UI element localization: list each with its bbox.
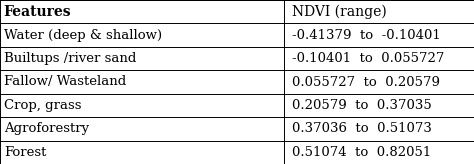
Text: Fallow/ Wasteland: Fallow/ Wasteland [4, 75, 126, 89]
Text: Features: Features [4, 5, 72, 19]
Text: Water (deep & shallow): Water (deep & shallow) [4, 29, 162, 42]
Text: -0.10401  to  0.055727: -0.10401 to 0.055727 [292, 52, 444, 65]
Text: Crop, grass: Crop, grass [4, 99, 82, 112]
Text: Forest: Forest [4, 146, 46, 159]
Text: 0.20579  to  0.37035: 0.20579 to 0.37035 [292, 99, 431, 112]
Text: -0.41379  to  -0.10401: -0.41379 to -0.10401 [292, 29, 440, 42]
Text: 0.055727  to  0.20579: 0.055727 to 0.20579 [292, 75, 439, 89]
Text: Agroforestry: Agroforestry [4, 122, 89, 135]
Text: 0.51074  to  0.82051: 0.51074 to 0.82051 [292, 146, 431, 159]
Text: NDVI (range): NDVI (range) [292, 5, 386, 19]
Text: Builtups /river sand: Builtups /river sand [4, 52, 136, 65]
Text: 0.37036  to  0.51073: 0.37036 to 0.51073 [292, 122, 431, 135]
